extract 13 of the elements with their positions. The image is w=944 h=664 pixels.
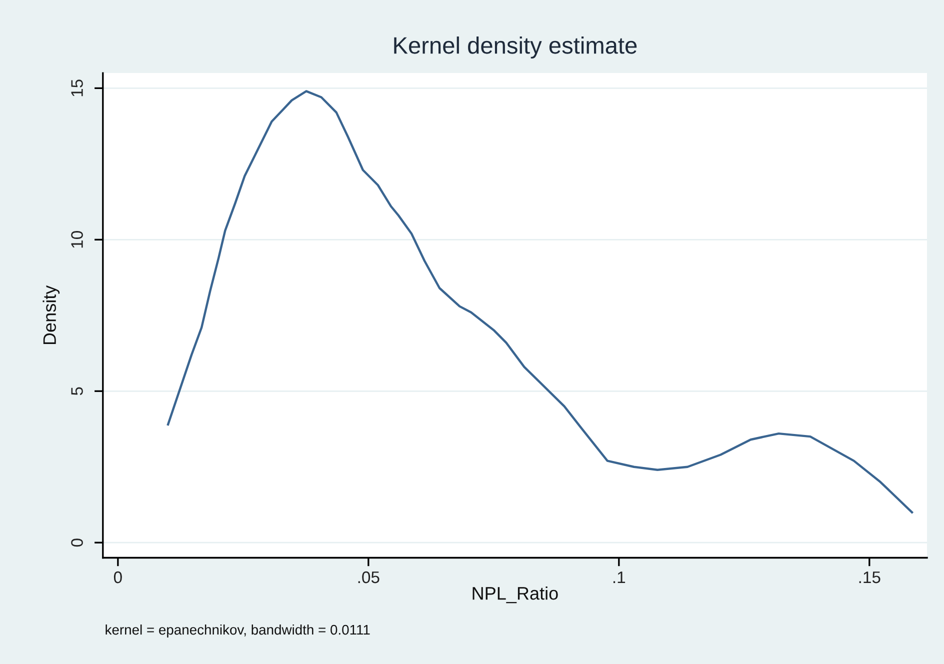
y-tick-label: 10 xyxy=(71,231,83,248)
x-tick-label: .1 xyxy=(613,572,626,584)
chart-title: Kernel density estimate xyxy=(394,36,637,58)
y-tick-label: 5 xyxy=(71,387,83,396)
x-tick-label: 0 xyxy=(114,571,122,584)
x-tick-label: .15 xyxy=(859,572,880,584)
line-series xyxy=(166,90,914,514)
y-tick-label: 15 xyxy=(71,80,83,96)
x-tick-label: .05 xyxy=(358,571,380,584)
text: kernel = epanechnikov, bandwidth = 0.0111 xyxy=(106,624,370,638)
y-tick-label: 0 xyxy=(71,538,83,547)
y-axis-title: Density xyxy=(42,285,60,344)
x-axis-title: NPL_Ratio xyxy=(472,586,558,604)
